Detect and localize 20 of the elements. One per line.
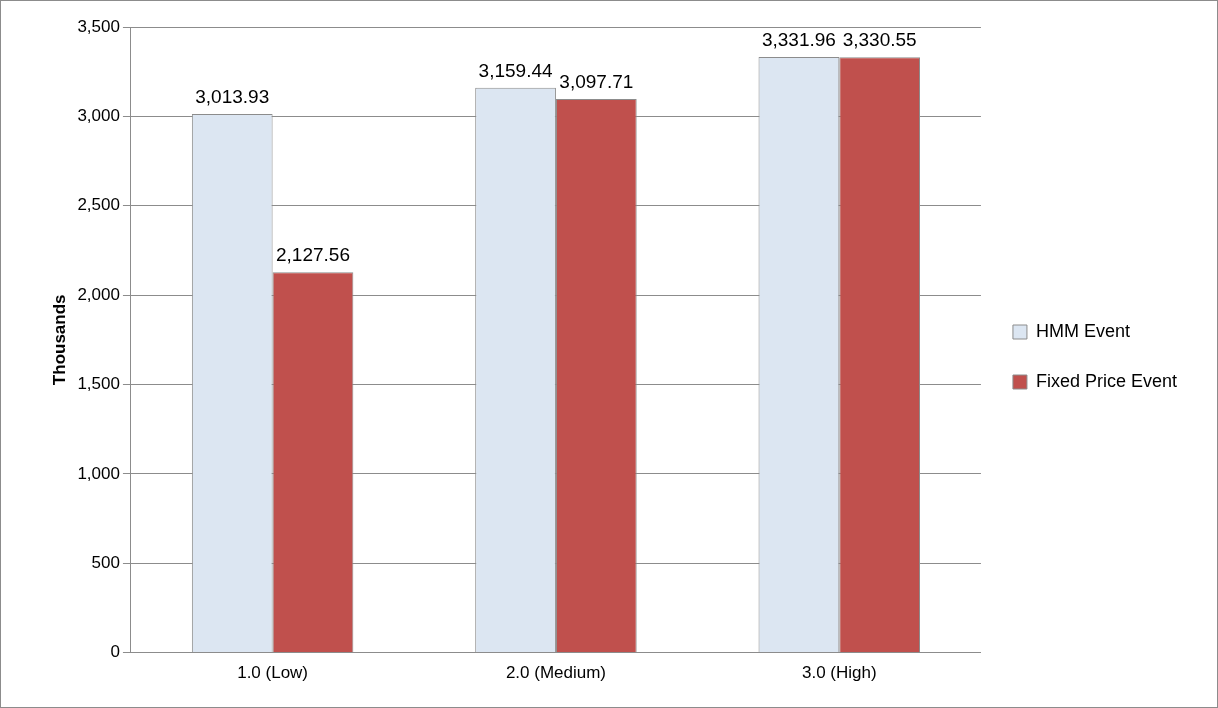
data-label: 3,159.44	[478, 59, 553, 81]
x-tick-label: 3.0 (High)	[801, 663, 877, 683]
data-label: 2,127.56	[276, 244, 350, 266]
y-tick-label: 2,500	[77, 195, 120, 215]
x-tick-label: 2.0 (Medium)	[505, 663, 607, 683]
legend-label: HMM Event	[1035, 320, 1130, 341]
y-tick-label: 3,500	[77, 16, 120, 36]
legend-label: Fixed Price Event	[1035, 370, 1178, 391]
data-label: 3,331.96	[761, 28, 836, 50]
y-tick-label: 500	[91, 552, 120, 572]
y-tick-label: 1,500	[77, 374, 120, 394]
x-tick-label: 1.0 (Low)	[237, 663, 309, 683]
y-tick-label: 2,000	[77, 284, 120, 304]
y-tick-label: 1,000	[77, 463, 120, 483]
data-label: 3,097.71	[559, 70, 634, 92]
y-tick-label: 3,000	[77, 106, 120, 126]
y-tick-label: 0	[110, 642, 120, 662]
data-label: 3,330.55	[842, 29, 917, 51]
data-label: 3,013.93	[195, 85, 270, 107]
y-axis-title: Thousands	[49, 294, 69, 386]
